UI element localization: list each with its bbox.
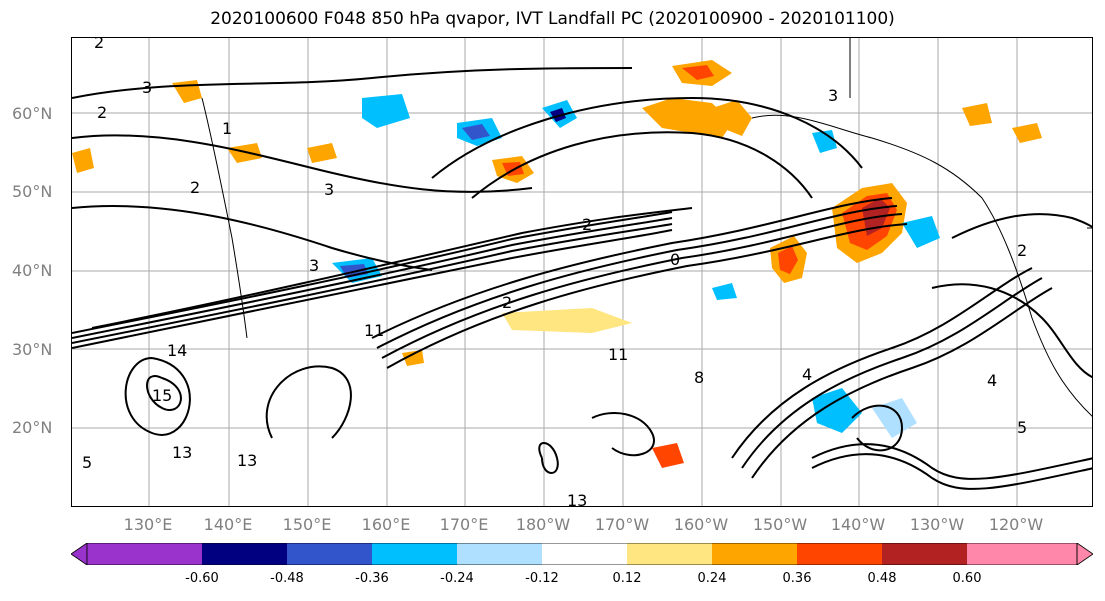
- colorbar-segment: [372, 543, 457, 565]
- lat-label-60n: 60°N: [12, 104, 53, 123]
- lon-label-130e: 130°E: [123, 515, 173, 534]
- contour-label: 4: [987, 371, 997, 390]
- map-canvas: 2 3 2 1 2 3 3 2 0 2 3 14 11 11 2 8 4 4 5…: [72, 38, 1092, 507]
- contour-label: 2: [190, 178, 200, 197]
- colorbar-tick: 0.12: [612, 571, 642, 586]
- contour-label: 2: [502, 293, 512, 312]
- lon-label-150w: 150°W: [752, 515, 808, 534]
- lon-label-150e: 150°E: [282, 515, 332, 534]
- colorbar-segment: [457, 543, 542, 565]
- colorbar-segment: [627, 543, 712, 565]
- contour-label: 3: [324, 180, 334, 199]
- contour-label: 13: [172, 443, 192, 462]
- colorbar-tick: -0.60: [185, 571, 219, 586]
- contour-label: 2: [1017, 241, 1027, 260]
- lon-label-170e: 170°E: [439, 515, 489, 534]
- lon-label-130w: 130°W: [909, 515, 965, 534]
- contour-label: 14: [167, 341, 187, 360]
- colorbar-segment: [967, 543, 1077, 565]
- contour-label: 15: [152, 386, 172, 405]
- colorbar-segment: [202, 543, 287, 565]
- lon-label-180w: 180°W: [515, 515, 571, 534]
- colorbar-segment: [882, 543, 967, 565]
- colorbar-segment: [712, 543, 797, 565]
- coastlines: [201, 38, 1092, 417]
- colorbar-tick: 0.36: [782, 571, 812, 586]
- contour-label: 3: [142, 78, 152, 97]
- colorbar-extend-high: [1076, 542, 1094, 566]
- lat-label-30n: 30°N: [12, 340, 53, 359]
- contour-label: 2: [94, 38, 104, 52]
- colorbar-svg: [70, 542, 1094, 566]
- lon-label-140e: 140°E: [203, 515, 253, 534]
- colorbar-tick: 0.60: [952, 571, 982, 586]
- contour-label: 5: [1017, 418, 1027, 437]
- contour-labels: 2 3 2 1 2 3 3 2 0 2 3 14 11 11 2 8 4 4 5…: [82, 38, 1027, 507]
- lat-label-20n: 20°N: [12, 418, 53, 437]
- contour-label: 11: [364, 321, 384, 340]
- colorbar-tick: -0.36: [355, 571, 389, 586]
- lat-label-40n: 40°N: [12, 261, 53, 280]
- contour-label: 13: [567, 491, 587, 507]
- colorbar-tick: 0.24: [697, 571, 727, 586]
- ivt-contours: [72, 67, 1092, 490]
- contour-label: 13: [237, 451, 257, 470]
- lat-label-50n: 50°N: [12, 182, 53, 201]
- lon-label-160e: 160°E: [361, 515, 411, 534]
- colorbar-tick: 0.48: [867, 571, 897, 586]
- lon-label-140w: 140°W: [830, 515, 886, 534]
- contour-label: 8: [694, 368, 704, 387]
- contour-label: 3: [828, 86, 838, 105]
- colorbar-tick: -0.48: [270, 571, 304, 586]
- contour-label: 11: [608, 345, 628, 364]
- contour-label: 4: [802, 365, 812, 384]
- colorbar-segment: [287, 543, 372, 565]
- colorbar-extend-low: [70, 542, 88, 566]
- colorbar-segment: [542, 543, 627, 565]
- contour-label: 2: [97, 103, 107, 122]
- lon-label-160w: 160°W: [673, 515, 729, 534]
- contour-label: 5: [82, 453, 92, 472]
- colorbar: [70, 542, 1094, 569]
- map-panel: 2 3 2 1 2 3 3 2 0 2 3 14 11 11 2 8 4 4 5…: [71, 37, 1093, 507]
- lon-label-170w: 170°W: [594, 515, 650, 534]
- colorbar-tick: -0.12: [525, 571, 559, 586]
- colorbar-tick: -0.24: [440, 571, 474, 586]
- contour-label: 3: [309, 256, 319, 275]
- contour-label: 1: [222, 119, 232, 138]
- graticule: [72, 38, 1092, 506]
- lon-label-120w: 120°W: [988, 515, 1044, 534]
- colorbar-segment: [797, 543, 882, 565]
- qvapor-shading: [72, 60, 1042, 468]
- contour-label: 0: [670, 250, 680, 269]
- map-title: 2020100600 F048 850 hPa qvapor, IVT Land…: [210, 9, 895, 29]
- colorbar-segment: [87, 543, 202, 565]
- contour-label: 2: [582, 215, 592, 234]
